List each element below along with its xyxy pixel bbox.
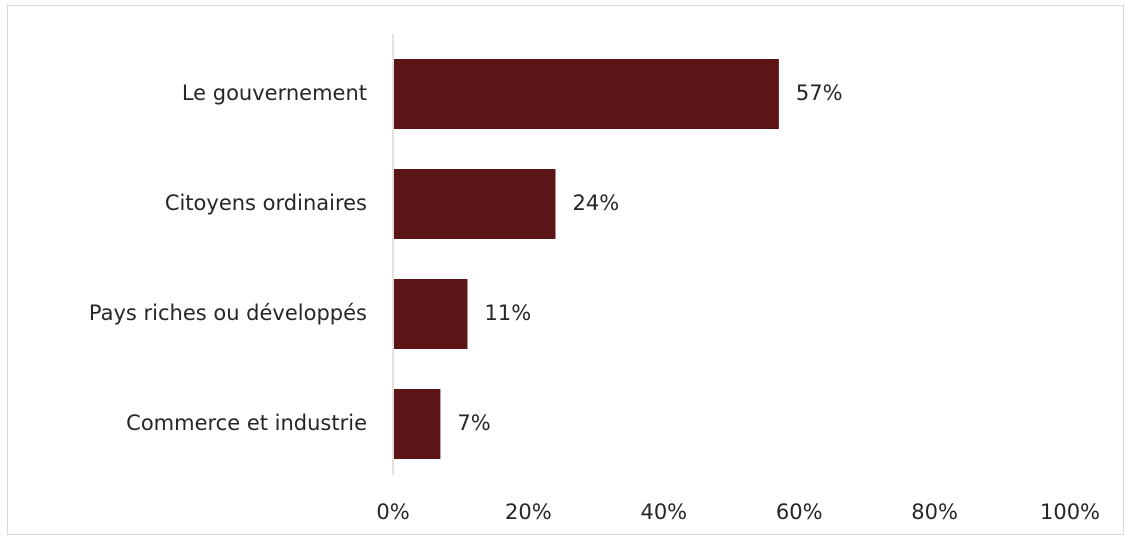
value-label-2: 24%: [572, 191, 619, 215]
x-tick-label-2: 20%: [505, 500, 552, 524]
value-labels: 57% 24% 11% 7%: [457, 81, 842, 435]
bar-3: [394, 279, 468, 349]
category-label-1: Le gouvernement: [182, 81, 367, 105]
bar-4: [394, 389, 441, 459]
x-tick-label-1: 0%: [376, 500, 409, 524]
bar-2: [394, 169, 556, 239]
value-label-4: 7%: [457, 411, 490, 435]
category-labels: Le gouvernement Citoyens ordinaires Pays r…: [89, 81, 367, 435]
value-label-1: 57%: [796, 81, 843, 105]
bar-1: [394, 59, 779, 129]
x-tick-label-5: 80%: [911, 500, 958, 524]
category-label-3: Pays riches ou développés: [89, 301, 367, 325]
x-tick-label-4: 60%: [776, 500, 823, 524]
x-tick-labels: 0% 20% 40% 60% 80% 100%: [376, 500, 1100, 524]
category-label-4: Commerce et industrie: [126, 411, 367, 435]
x-tick-label-3: 40%: [640, 500, 687, 524]
value-label-3: 11%: [484, 301, 531, 325]
bars-group: [394, 59, 779, 459]
x-tick-label-6: 100%: [1040, 500, 1100, 524]
category-label-2: Citoyens ordinaires: [165, 191, 367, 215]
